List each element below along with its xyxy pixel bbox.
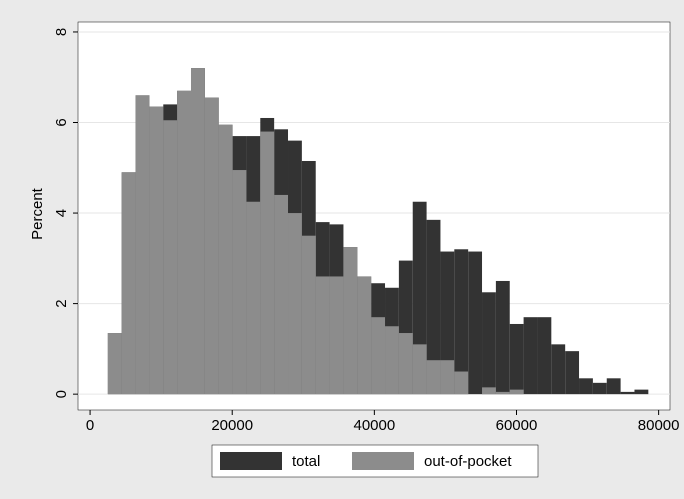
legend-swatch bbox=[220, 452, 282, 470]
bar bbox=[177, 90, 191, 395]
bar bbox=[440, 251, 455, 395]
bar bbox=[606, 378, 621, 395]
bar bbox=[537, 317, 552, 395]
bar bbox=[274, 194, 289, 395]
bar bbox=[329, 276, 344, 395]
bar bbox=[565, 351, 580, 395]
legend-label: out-of-pocket bbox=[424, 453, 512, 470]
x-tick-label: 60000 bbox=[496, 417, 538, 434]
x-tick-label: 0 bbox=[86, 417, 94, 434]
bar bbox=[482, 292, 496, 395]
bar bbox=[620, 391, 635, 395]
bar bbox=[454, 371, 469, 395]
legend-swatch bbox=[352, 452, 414, 470]
bar bbox=[371, 317, 386, 395]
x-tick-label: 40000 bbox=[353, 417, 395, 434]
bar bbox=[301, 235, 316, 395]
bar bbox=[592, 382, 607, 395]
bar bbox=[426, 219, 441, 395]
bar bbox=[260, 131, 275, 395]
bar bbox=[107, 333, 122, 395]
bar bbox=[288, 213, 302, 395]
bar bbox=[509, 389, 524, 395]
y-tick-label: 2 bbox=[53, 299, 70, 307]
x-tick-label: 80000 bbox=[638, 417, 680, 434]
bar bbox=[135, 95, 150, 395]
bar bbox=[343, 247, 358, 395]
bar bbox=[412, 344, 427, 395]
y-tick-label: 4 bbox=[53, 209, 70, 217]
bar bbox=[149, 106, 164, 395]
x-tick-label: 20000 bbox=[211, 417, 253, 434]
bar bbox=[579, 378, 593, 395]
y-axis-label: Percent bbox=[29, 187, 46, 240]
y-tick-label: 6 bbox=[53, 118, 70, 126]
bar bbox=[204, 97, 219, 395]
bar bbox=[190, 68, 205, 395]
bar bbox=[482, 387, 496, 395]
bar bbox=[398, 333, 413, 395]
bar bbox=[357, 276, 372, 395]
bar bbox=[385, 326, 399, 395]
legend-label: total bbox=[292, 453, 320, 470]
bar bbox=[509, 323, 524, 395]
y-tick-label: 8 bbox=[53, 28, 70, 36]
bar bbox=[163, 120, 178, 395]
bar bbox=[468, 251, 483, 395]
bar bbox=[454, 249, 469, 395]
bar bbox=[634, 389, 649, 395]
bar bbox=[440, 360, 455, 395]
bar bbox=[426, 360, 441, 395]
bar bbox=[523, 317, 538, 395]
bar bbox=[232, 170, 247, 395]
bar bbox=[551, 344, 566, 395]
bar bbox=[121, 172, 136, 395]
bar bbox=[495, 280, 510, 395]
bar bbox=[495, 391, 510, 395]
bar bbox=[218, 124, 233, 395]
bar bbox=[246, 201, 261, 395]
bar bbox=[315, 276, 330, 395]
y-tick-label: 0 bbox=[53, 390, 70, 398]
